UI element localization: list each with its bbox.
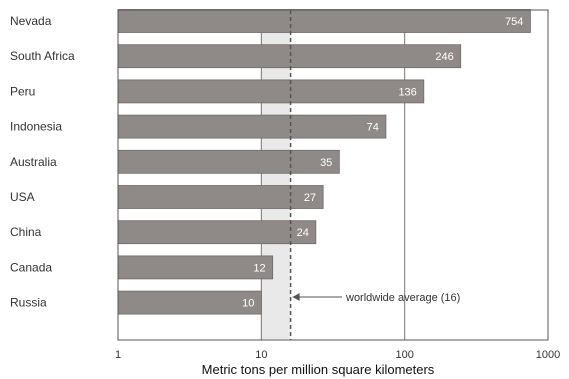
bar-value-label: 12 xyxy=(253,262,265,274)
bars: 754 246 136 74 35 27 24 12 10 xyxy=(117,9,531,315)
x-tick-label: 1 xyxy=(115,349,121,361)
bar xyxy=(117,79,425,104)
category-label: Australia xyxy=(10,155,57,169)
category-label: Nevada xyxy=(10,14,52,28)
category-label: China xyxy=(10,225,42,239)
category-labels: Nevada South Africa Peru Indonesia Australia… xyxy=(10,14,75,310)
bar-value-label: 74 xyxy=(367,122,379,134)
bar-value-label: 24 xyxy=(297,227,309,239)
plot-frame xyxy=(117,9,549,341)
bar xyxy=(117,255,274,280)
bar-value-label: 35 xyxy=(320,157,332,169)
bar xyxy=(117,290,262,315)
annotation-arrow-head xyxy=(292,293,300,301)
category-label: Peru xyxy=(10,84,35,98)
bar-value-label: 246 xyxy=(435,51,453,63)
category-label: South Africa xyxy=(10,49,75,63)
bar xyxy=(117,9,531,33)
x-tick-label: 1000 xyxy=(536,349,560,361)
bar xyxy=(117,114,387,139)
bar xyxy=(117,220,317,245)
bar-value-label: 27 xyxy=(304,192,316,204)
x-axis-label: Metric tons per million square kilometer… xyxy=(202,362,435,377)
bar-value-label: 754 xyxy=(505,16,523,28)
bar xyxy=(117,44,462,69)
bar xyxy=(117,149,340,174)
reference-line: worldwide average (16) xyxy=(289,10,460,340)
bar xyxy=(117,185,324,209)
worldwide-average-label: worldwide average (16) xyxy=(345,292,460,304)
category-label: Canada xyxy=(10,260,52,274)
x-tick-label: 100 xyxy=(395,349,413,361)
category-label: Russia xyxy=(10,296,47,310)
category-label: Indonesia xyxy=(10,120,62,134)
bar-value-label: 136 xyxy=(398,86,416,98)
x-tick-labels: 1 10 100 1000 xyxy=(115,349,560,361)
bar-value-label: 10 xyxy=(242,298,254,310)
x-tick-label: 10 xyxy=(255,349,267,361)
category-label: USA xyxy=(10,190,35,204)
